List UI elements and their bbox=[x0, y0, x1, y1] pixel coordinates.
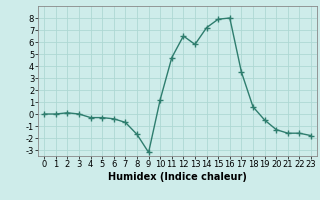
X-axis label: Humidex (Indice chaleur): Humidex (Indice chaleur) bbox=[108, 172, 247, 182]
